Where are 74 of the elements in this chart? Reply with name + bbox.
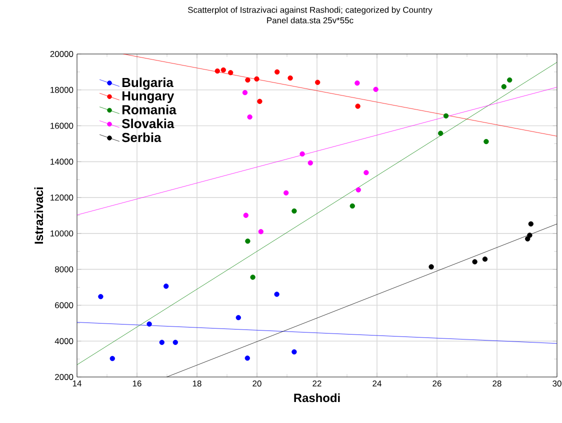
point	[472, 259, 478, 264]
point	[98, 294, 104, 300]
point	[247, 114, 252, 120]
point	[250, 274, 256, 280]
point	[159, 340, 164, 345]
x-tick-label: 18	[192, 380, 202, 387]
point	[243, 212, 248, 218]
point	[284, 190, 289, 196]
point	[236, 315, 241, 320]
legend-label: Bulgaria	[122, 78, 174, 90]
point	[274, 69, 280, 75]
y-tick-label: 8000	[55, 266, 74, 272]
point	[355, 104, 360, 109]
point	[501, 84, 506, 90]
point	[527, 232, 532, 238]
point	[245, 238, 250, 244]
legend-label: Slovakia	[122, 118, 174, 128]
y-tick-label: 4000	[54, 338, 74, 344]
point	[214, 68, 220, 74]
point	[257, 98, 262, 104]
x-tick-label: 28	[492, 380, 502, 387]
point	[443, 113, 449, 118]
point	[482, 256, 488, 262]
point	[373, 86, 378, 92]
x-tick-label: 22	[312, 380, 322, 386]
x-tick-label: 14	[72, 380, 82, 386]
x-axis-title: Rashodi	[294, 393, 340, 402]
y-axis-title: Istrazivaci	[34, 187, 44, 244]
point	[525, 236, 530, 242]
x-tick-label: 20	[252, 380, 262, 387]
x-tick-label: 16	[132, 380, 142, 387]
point	[292, 208, 297, 214]
x-tick-label: 24	[372, 380, 382, 386]
point	[428, 264, 434, 270]
point	[315, 80, 320, 85]
point	[507, 77, 512, 83]
point	[354, 80, 360, 86]
chart-title: Scatterplot of Istrazivaci against Rashodi; categorized by Country	[188, 6, 432, 15]
y-tick-label: 10000	[50, 230, 74, 236]
point	[308, 160, 313, 166]
point	[274, 292, 280, 297]
chart-subtitle: Panel data.sta 25v*55c	[267, 17, 354, 24]
point	[258, 229, 264, 234]
legend-label: Serbia	[122, 132, 162, 142]
x-tick-label: 26	[432, 380, 442, 387]
point	[254, 76, 260, 82]
y-tick-label: 14000	[50, 158, 74, 165]
y-tick-label: 2000	[55, 374, 74, 380]
y-tick-label: 20000	[50, 51, 74, 57]
x-tick-label: 30	[552, 380, 562, 387]
point	[110, 356, 115, 362]
point	[146, 321, 152, 327]
y-tick-label: 16000	[50, 122, 74, 129]
point	[356, 187, 361, 192]
point	[292, 349, 297, 354]
point	[245, 77, 250, 83]
point	[364, 170, 369, 176]
y-tick-label: 18000	[50, 86, 74, 93]
point	[528, 221, 534, 227]
legend-label: Romania	[122, 104, 176, 114]
point	[228, 70, 234, 76]
point	[288, 75, 293, 81]
point	[438, 130, 444, 136]
point	[164, 284, 169, 289]
point	[350, 203, 355, 209]
legend-label: Hungary	[122, 91, 174, 104]
y-tick-label: 6000	[55, 302, 74, 308]
point	[484, 138, 489, 144]
point	[244, 356, 250, 361]
y-tick-label: 12000	[50, 194, 74, 201]
point	[300, 151, 305, 157]
point	[220, 67, 226, 73]
point	[242, 90, 248, 96]
point	[172, 340, 178, 345]
